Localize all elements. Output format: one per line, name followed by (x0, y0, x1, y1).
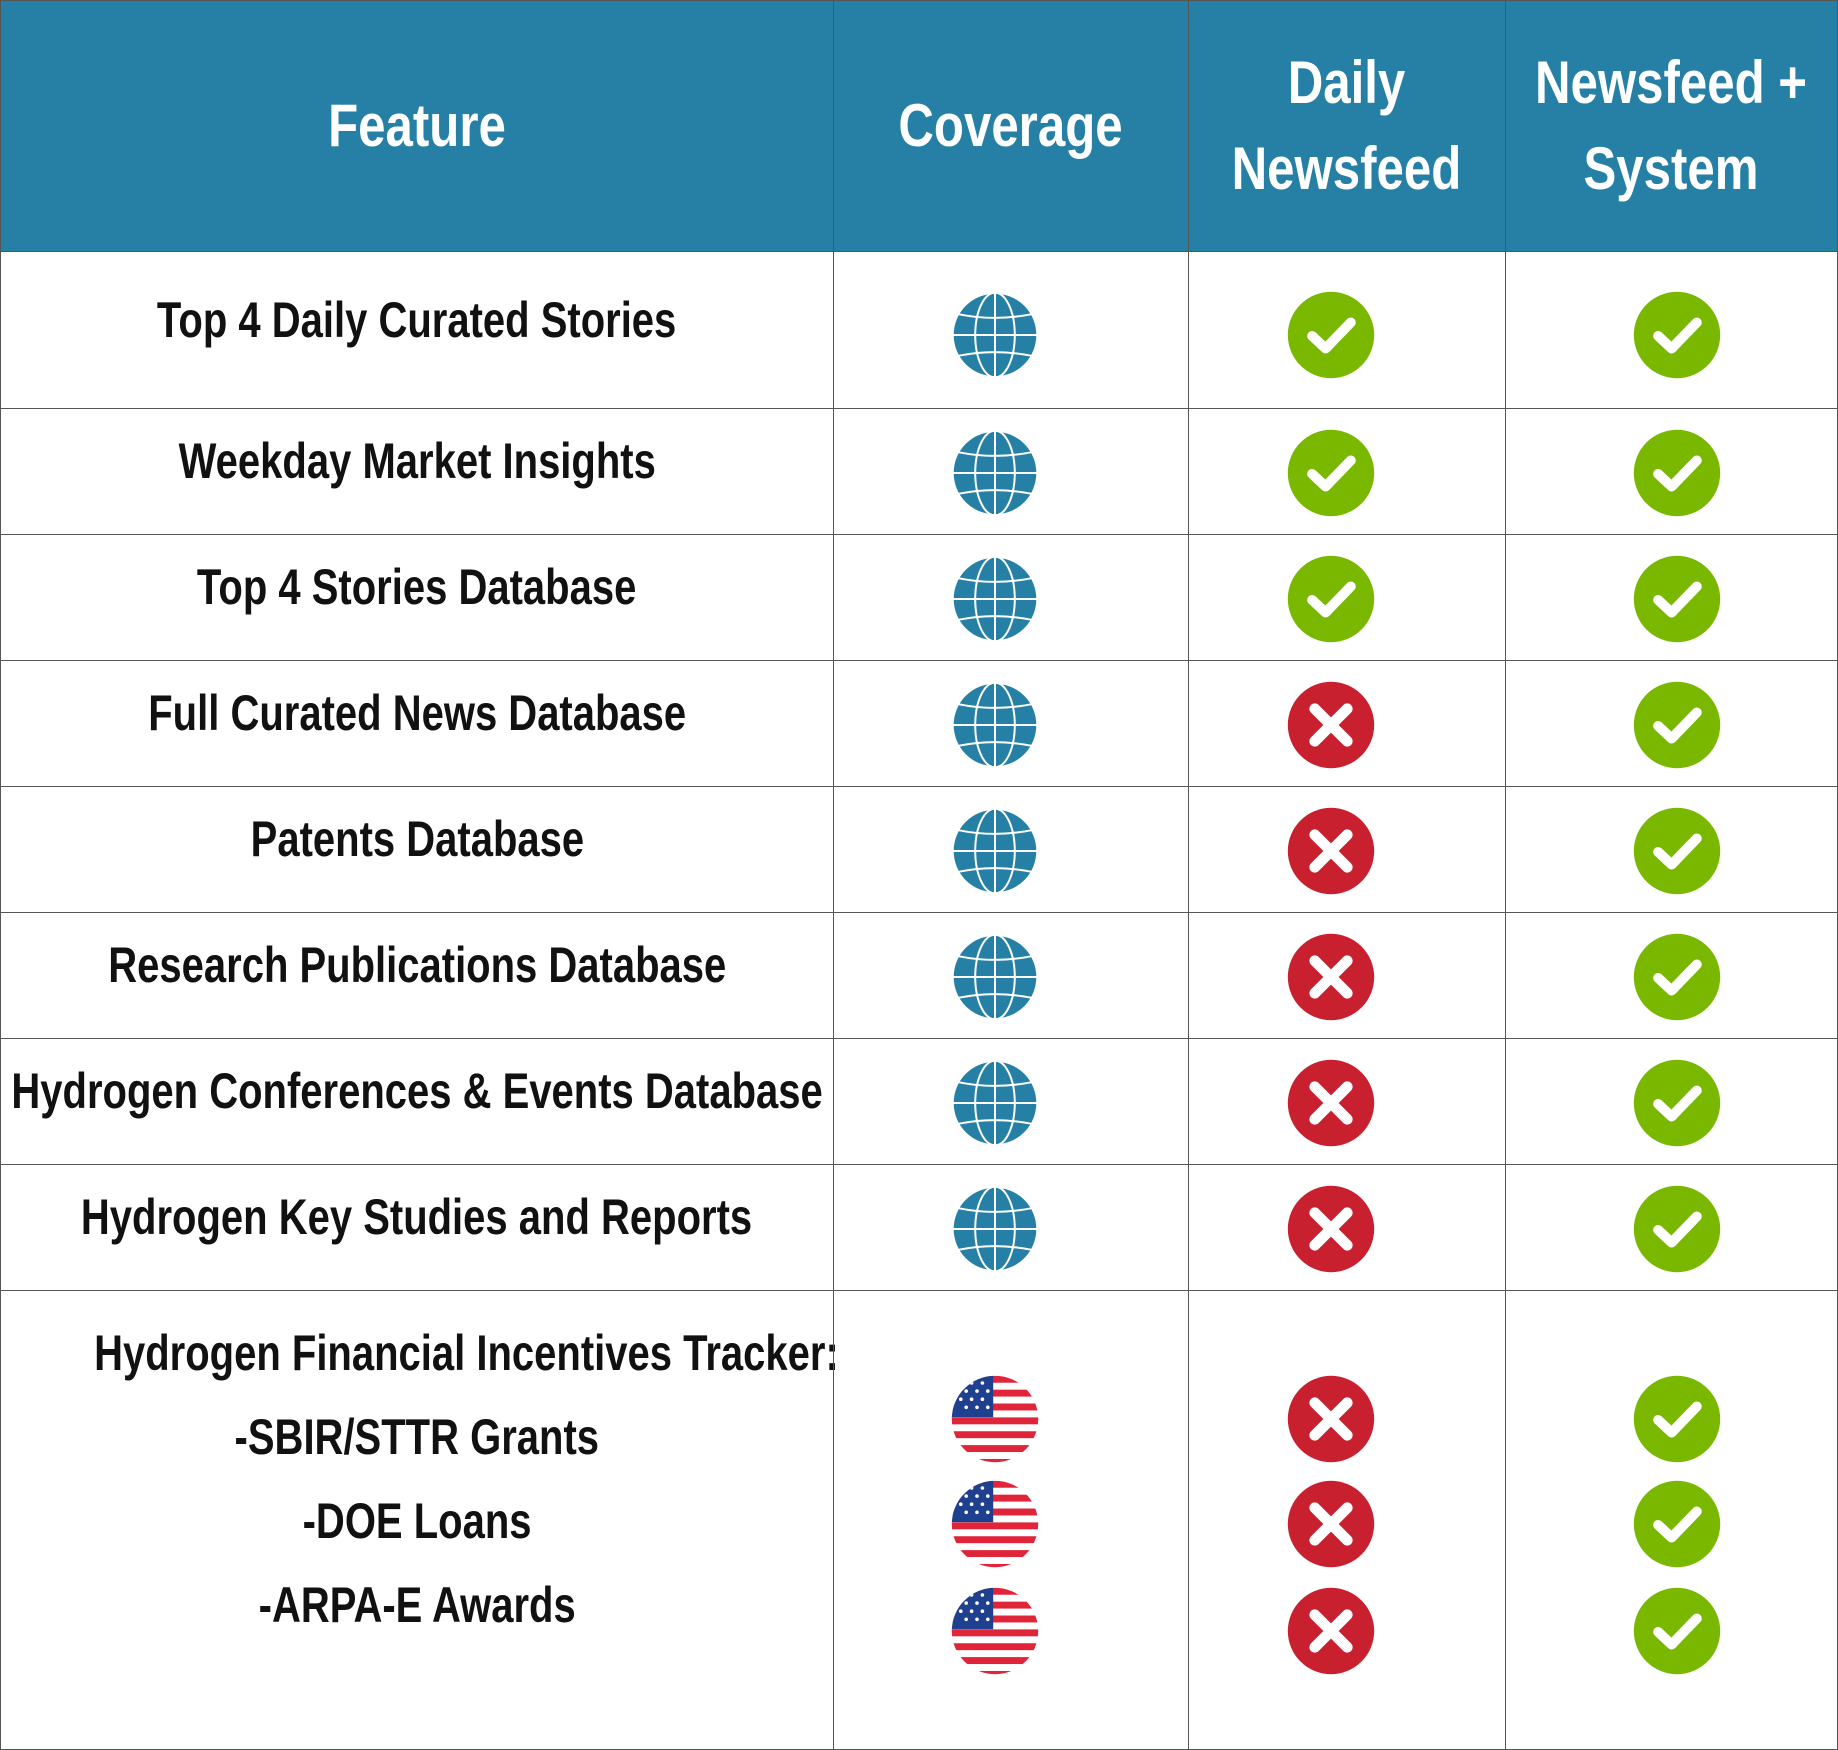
cross-icon (1286, 806, 1376, 896)
feature-label: Hydrogen Conferences & Events Database (1, 1038, 833, 1144)
column-divider (1505, 1, 1506, 1749)
checkmark-icon (1286, 428, 1376, 518)
row-divider (1, 1038, 1837, 1039)
checkmark-icon (1632, 932, 1722, 1022)
tracker-item-arpa: -ARPA-E Awards (258, 1577, 576, 1633)
tracker-title: Hydrogen Financial Incentives Tracker: (94, 1325, 839, 1381)
checkmark-icon (1632, 554, 1722, 644)
feature-text: Top 4 Stories Database (197, 559, 637, 615)
row-divider (1, 1290, 1837, 1291)
us-flag-icon (950, 1586, 1040, 1676)
cross-icon (1286, 1374, 1376, 1464)
row-divider (1, 534, 1837, 535)
column-divider (833, 1, 834, 1749)
row-divider (1, 786, 1837, 787)
cross-icon (1286, 1058, 1376, 1148)
feature-label: Research Publications Database (1, 912, 833, 1018)
table-header: Feature Coverage Daily Newsfeed Newsfeed… (1, 1, 1837, 251)
row-divider (1, 1164, 1837, 1165)
column-header-feature: Feature (328, 92, 506, 159)
checkmark-icon (1286, 290, 1376, 380)
us-flag-icon (950, 1479, 1040, 1569)
feature-text: Top 4 Daily Curated Stories (157, 291, 677, 348)
column-header-coverage: Coverage (898, 92, 1123, 159)
checkmark-icon (1632, 806, 1722, 896)
checkmark-icon (1632, 428, 1722, 518)
checkmark-icon (1632, 680, 1722, 770)
feature-text: Full Curated News Database (148, 685, 686, 741)
feature-text: Hydrogen Conferences & Events Database (11, 1063, 823, 1119)
feature-label: Top 4 Daily Curated Stories (1, 251, 833, 388)
globe-icon (950, 1184, 1040, 1274)
tracker-item-sbir: -SBIR/STTR Grants (234, 1409, 600, 1465)
checkmark-icon (1632, 290, 1722, 380)
tracker-cell: Hydrogen Financial Incentives Tracker: -… (1, 1311, 839, 1647)
cross-icon (1286, 1479, 1376, 1569)
feature-label: Patents Database (1, 786, 833, 892)
row-divider (1, 251, 1837, 252)
feature-label: Hydrogen Key Studies and Reports (1, 1164, 833, 1270)
checkmark-icon (1632, 1184, 1722, 1274)
column-header-daily-newsfeed: Daily Newsfeed (1231, 49, 1462, 202)
feature-label: Top 4 Stories Database (1, 534, 833, 640)
feature-label: Full Curated News Database (1, 660, 833, 766)
us-flag-icon (950, 1374, 1040, 1464)
feature-text: Hydrogen Key Studies and Reports (81, 1189, 753, 1245)
feature-text: Research Publications Database (107, 937, 727, 993)
cross-icon (1286, 1184, 1376, 1274)
cross-icon (1286, 680, 1376, 770)
row-divider (1, 408, 1837, 409)
column-header-newsfeed-system: Newsfeed + System (1534, 49, 1808, 202)
cross-icon (1286, 1586, 1376, 1676)
feature-label: Weekday Market Insights (1, 408, 833, 514)
feature-text: Patents Database (250, 811, 584, 867)
checkmark-icon (1632, 1058, 1722, 1148)
checkmark-icon (1632, 1586, 1722, 1676)
globe-icon (950, 1058, 1040, 1148)
globe-icon (950, 554, 1040, 644)
globe-icon (950, 932, 1040, 1022)
column-divider (1188, 1, 1189, 1749)
checkmark-icon (1632, 1374, 1722, 1464)
globe-icon (950, 680, 1040, 770)
globe-icon (950, 290, 1040, 380)
row-divider (1, 912, 1837, 913)
cross-icon (1286, 932, 1376, 1022)
feature-text: Weekday Market Insights (178, 433, 656, 489)
checkmark-icon (1632, 1479, 1722, 1569)
globe-icon (950, 428, 1040, 518)
tracker-item-doe: -DOE Loans (302, 1493, 532, 1549)
checkmark-icon (1286, 554, 1376, 644)
row-divider (1, 660, 1837, 661)
globe-icon (950, 806, 1040, 896)
